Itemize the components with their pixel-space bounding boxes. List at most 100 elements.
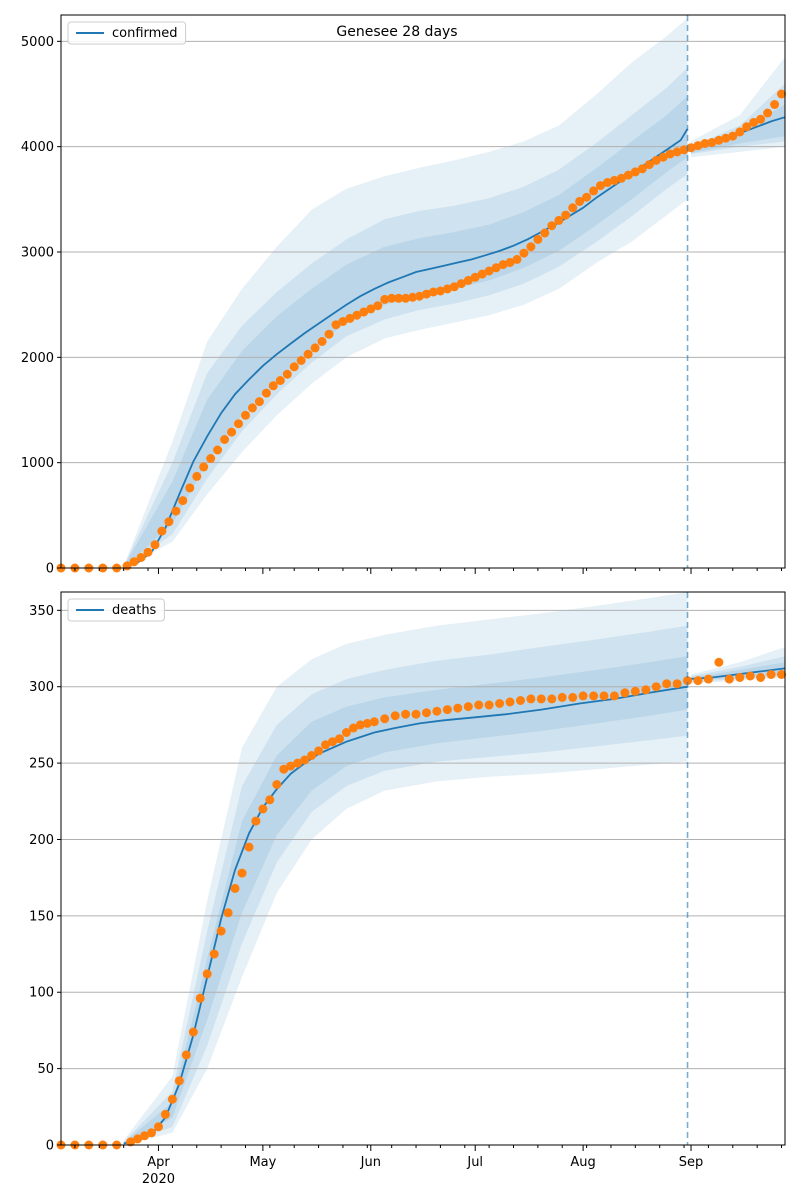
observed-point	[331, 320, 341, 330]
observed-point	[745, 671, 755, 681]
legend-label: deaths	[112, 603, 157, 618]
observed-point	[394, 293, 404, 303]
observed-point	[547, 694, 557, 704]
observed-point	[223, 908, 233, 918]
observed-point	[505, 258, 515, 267]
observed-point	[192, 471, 202, 481]
observed-point	[265, 795, 275, 805]
observed-point	[630, 167, 640, 177]
band-outer	[123, 18, 688, 568]
observed-point	[380, 714, 390, 724]
observed-point	[714, 135, 724, 145]
observed-point	[251, 816, 261, 826]
y-tick-label: 50	[37, 1062, 54, 1077]
observed-point	[777, 670, 786, 679]
observed-point	[463, 275, 473, 285]
observed-point	[526, 242, 536, 252]
observed-point	[505, 697, 515, 707]
y-tick-label: 0	[46, 1139, 54, 1154]
observed-point	[728, 131, 738, 141]
observed-point	[463, 702, 473, 712]
observed-point	[209, 949, 219, 959]
observed-point	[721, 133, 731, 143]
observed-point	[199, 462, 209, 472]
confirmed-gridlines	[61, 40, 785, 464]
observed-point	[756, 673, 766, 682]
observed-point	[147, 1128, 156, 1138]
observed-point	[442, 705, 452, 715]
deaths-legend: deaths	[67, 598, 165, 622]
observed-point	[495, 699, 505, 708]
observed-point	[241, 410, 250, 420]
observed-point	[369, 717, 379, 727]
deaths-panel: 0 50 100 150 200 250 300 350 Apr May Jun Jul Aug Sep…	[29, 591, 786, 1187]
band-mid	[123, 625, 688, 1145]
observed-point	[279, 764, 289, 774]
observed-point	[282, 369, 292, 379]
observed-point	[227, 427, 237, 437]
observed-point	[456, 279, 466, 289]
observed-point	[477, 269, 487, 279]
deaths-x-axis-ticks: Apr May Jun Jul Aug Sep	[74, 1145, 783, 1170]
observed-point	[568, 692, 578, 702]
observed-point	[411, 709, 421, 719]
observed-point	[258, 804, 268, 814]
observed-point	[206, 454, 216, 463]
observed-point	[432, 706, 442, 716]
figure-title: Genesee 28 days	[336, 24, 457, 40]
observed-point	[303, 349, 313, 359]
confirmed-y-axis-ticks: 0 1000 2000 3000 4000 5000	[21, 35, 61, 577]
observed-point	[338, 317, 348, 326]
observed-point	[474, 700, 484, 710]
observed-point	[390, 711, 400, 721]
observed-point	[261, 388, 271, 398]
observed-point	[756, 114, 766, 124]
observed-point	[644, 160, 654, 170]
observed-point	[286, 761, 296, 771]
observed-point	[777, 89, 786, 99]
y-tick-label: 250	[29, 757, 54, 772]
observed-point	[359, 307, 369, 317]
observed-point	[623, 170, 633, 180]
observed-point	[561, 210, 571, 220]
observed-point	[484, 266, 494, 276]
band-outer-forecast	[691, 57, 785, 158]
observed-point	[220, 435, 230, 444]
observed-point	[589, 691, 599, 701]
y-tick-label: 2000	[21, 351, 54, 366]
deaths-plot-frame	[60, 591, 786, 1146]
confirmed-legend: confirmed	[67, 21, 187, 45]
observed-point	[352, 310, 362, 320]
observed-point	[662, 679, 672, 689]
y-tick-label: 300	[29, 680, 54, 695]
observed-point	[620, 688, 630, 698]
observed-point	[324, 329, 334, 339]
observed-point	[247, 403, 257, 413]
observed-point	[408, 292, 418, 302]
observed-point	[167, 1094, 177, 1104]
x-tick-label: Aug	[570, 1155, 595, 1170]
observed-point	[554, 215, 564, 225]
y-tick-label: 5000	[21, 35, 54, 50]
observed-point	[714, 657, 724, 667]
observed-point	[366, 304, 376, 314]
observed-point	[422, 289, 431, 299]
confirmed-x-axis-ticks	[74, 568, 783, 574]
observed-point	[164, 517, 174, 527]
observed-point	[387, 293, 397, 303]
confirmed-uncertainty-bands	[123, 18, 785, 568]
observed-point	[641, 685, 651, 695]
y-tick-label: 1000	[21, 456, 54, 471]
observed-point	[609, 175, 619, 185]
observed-point	[380, 294, 390, 304]
x-tick-label: Sep	[679, 1155, 704, 1170]
observed-point	[373, 301, 383, 311]
y-tick-label: 200	[29, 833, 54, 848]
observed-point	[415, 291, 424, 301]
observed-point	[512, 254, 522, 264]
band-inner	[123, 96, 688, 568]
observed-point	[547, 221, 557, 231]
observed-point	[536, 694, 546, 704]
observed-point	[133, 1134, 143, 1144]
observed-point	[160, 1109, 170, 1119]
